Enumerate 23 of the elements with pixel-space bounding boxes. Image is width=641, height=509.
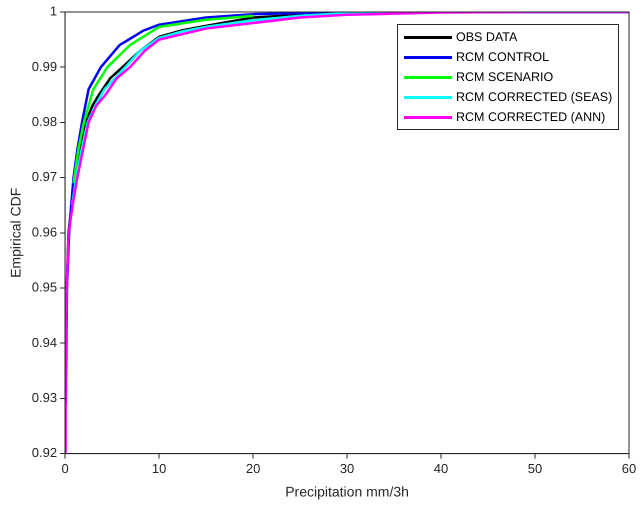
legend-label: RCM CORRECTED (SEAS) bbox=[456, 90, 612, 104]
legend-label: OBS DATA bbox=[456, 30, 518, 44]
legend-label: RCM CONTROL bbox=[456, 50, 550, 64]
y-tick-label: 0.99 bbox=[32, 58, 58, 74]
legend-label: RCM SCENARIO bbox=[456, 70, 554, 84]
x-axis-title: Precipitation mm/3h bbox=[285, 483, 409, 500]
y-tick-label: 0.97 bbox=[32, 169, 58, 184]
x-tick-label: 10 bbox=[152, 460, 166, 476]
y-tick-label: 0.92 bbox=[32, 445, 58, 460]
y-tick-label: 0.98 bbox=[32, 114, 58, 129]
y-axis-title: Empirical CDF bbox=[7, 188, 24, 278]
x-tick-label: 30 bbox=[340, 460, 354, 476]
y-tick-label: 0.96 bbox=[32, 224, 58, 240]
y-tick-label: 0.94 bbox=[32, 334, 58, 350]
x-tick-label: 0 bbox=[61, 460, 69, 476]
x-tick-label: 50 bbox=[528, 460, 542, 476]
y-tick-label: 0.93 bbox=[32, 390, 58, 405]
x-tick-label: 40 bbox=[434, 460, 448, 476]
y-tick-label: 1 bbox=[50, 4, 58, 19]
x-tick-label: 60 bbox=[622, 460, 636, 476]
y-tick-label: 0.95 bbox=[32, 280, 58, 295]
legend-label: RCM CORRECTED (ANN) bbox=[456, 110, 606, 124]
x-tick-label: 20 bbox=[246, 460, 260, 476]
